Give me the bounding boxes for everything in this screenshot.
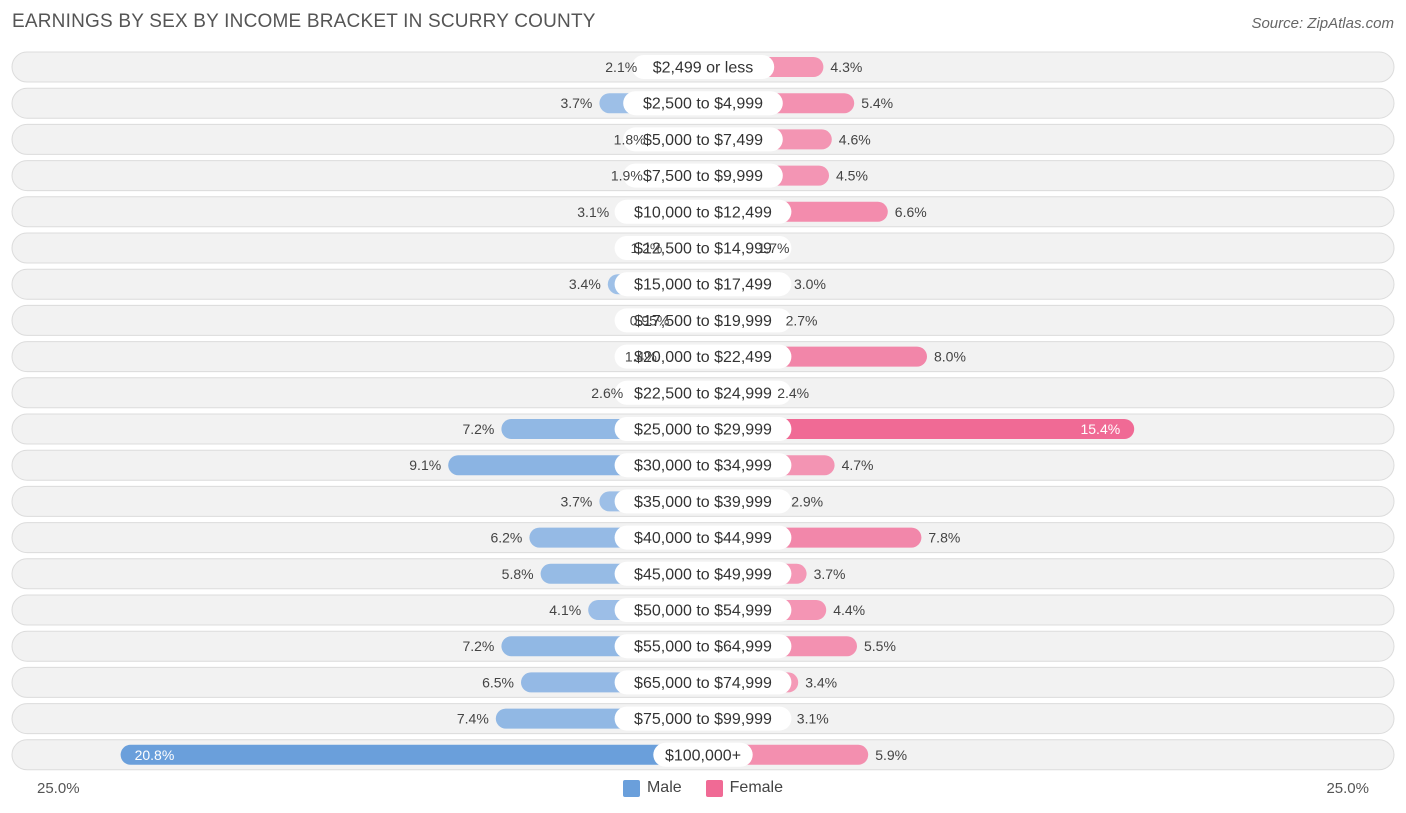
male-value-label: 2.6% — [591, 385, 623, 401]
category-pill — [614, 706, 792, 731]
category-label: $12,500 to $14,999 — [634, 241, 772, 258]
male-value-label: 3.4% — [569, 276, 601, 292]
category-pill — [614, 417, 792, 441]
legend-swatch-male — [622, 779, 640, 797]
legend-label-male: Male — [646, 779, 682, 796]
category-label: $50,000 to $54,999 — [634, 603, 772, 620]
axis-left-label: 25.0% — [37, 780, 80, 797]
male-bar — [120, 744, 714, 765]
category-pill — [614, 236, 792, 260]
category-label: $45,000 to $49,999 — [634, 566, 772, 583]
category-pill — [614, 598, 792, 622]
male-value-label: 3.7% — [560, 493, 592, 509]
legend-swatch-female — [705, 779, 723, 797]
female-value-label: 1.7% — [758, 240, 790, 256]
category-label: $75,000 to $99,999 — [634, 711, 772, 728]
category-pill — [623, 91, 783, 116]
category-pill — [623, 163, 783, 188]
legend-item-female[interactable]: Female — [705, 779, 784, 797]
category-label: $30,000 to $34,999 — [634, 458, 772, 475]
category-pill — [614, 380, 792, 405]
category-label: $22,500 to $24,999 — [634, 385, 772, 402]
category-label: $7,500 to $9,999 — [643, 168, 763, 185]
category-label: $35,000 to $39,999 — [634, 494, 772, 511]
male-value-label: 3.7% — [560, 95, 592, 111]
category-pill — [614, 453, 792, 478]
category-pill — [614, 489, 792, 514]
category-label: $20,000 to $22,499 — [634, 349, 772, 366]
female-value-label: 5.5% — [864, 638, 896, 654]
female-bar — [693, 419, 1135, 439]
male-value-label: 1.4% — [625, 349, 657, 365]
male-value-label: 7.4% — [457, 711, 489, 727]
male-value-label: 7.2% — [462, 421, 494, 437]
legend: Male Female — [0, 779, 1406, 797]
category-pill — [631, 55, 775, 79]
female-value-label: 3.0% — [794, 276, 826, 292]
category-label: $17,500 to $19,999 — [634, 313, 772, 330]
category-label: $2,500 to $4,999 — [643, 96, 763, 113]
category-pill — [614, 344, 792, 369]
female-value-label: 5.9% — [875, 747, 907, 763]
category-label: $55,000 to $64,999 — [634, 639, 772, 656]
category-pill — [614, 308, 792, 333]
category-label: $15,000 to $17,499 — [634, 277, 772, 294]
category-pill — [614, 199, 792, 224]
category-pill — [614, 561, 792, 586]
male-value-label: 6.2% — [490, 530, 522, 546]
female-value-label: 7.8% — [928, 530, 960, 546]
source-note: Source: ZipAtlas.com — [1251, 15, 1394, 32]
category-label: $25,000 to $29,999 — [634, 422, 772, 439]
male-value-label: 5.8% — [502, 566, 534, 582]
female-value-label: 4.5% — [836, 168, 868, 184]
legend-item-male[interactable]: Male — [622, 779, 682, 797]
category-pill — [623, 127, 783, 152]
male-value-label: 1.2% — [630, 240, 662, 256]
male-value-label: 6.5% — [482, 674, 514, 690]
male-value-label: 4.1% — [549, 602, 581, 618]
legend-label-female: Female — [729, 779, 784, 796]
male-value-label: 0.95% — [630, 312, 670, 328]
male-value-label: 3.1% — [577, 204, 609, 220]
female-value-label: 3.4% — [805, 674, 837, 690]
axis-right-label: 25.0% — [1326, 780, 1369, 797]
female-value-label: 6.6% — [895, 204, 927, 220]
female-value-label: 2.7% — [786, 312, 818, 328]
male-value-label: 1.9% — [611, 168, 643, 184]
female-value-label: 15.4% — [1080, 421, 1120, 437]
male-value-label: 1.8% — [614, 131, 646, 147]
male-value-label: 20.8% — [135, 747, 175, 763]
category-pill — [614, 670, 792, 695]
category-label: $2,499 or less — [653, 60, 754, 77]
female-value-label: 3.1% — [797, 711, 829, 727]
female-value-label: 5.4% — [861, 95, 893, 111]
female-value-label: 2.9% — [791, 493, 823, 509]
male-value-label: 7.2% — [462, 638, 494, 654]
category-label: $65,000 to $74,999 — [634, 675, 772, 692]
female-value-label: 4.4% — [833, 602, 865, 618]
female-value-label: 4.6% — [839, 131, 871, 147]
category-label: $40,000 to $44,999 — [634, 530, 772, 547]
female-value-label: 4.7% — [842, 457, 874, 473]
female-value-label: 8.0% — [934, 349, 966, 365]
category-pill — [614, 634, 792, 659]
category-pill — [614, 272, 792, 297]
female-value-label: 4.3% — [830, 59, 862, 75]
female-value-label: 3.7% — [814, 566, 846, 582]
category-label: $100,000+ — [665, 747, 741, 764]
chart-title: EARNINGS BY SEX BY INCOME BRACKET IN SCU… — [12, 11, 596, 32]
male-value-label: 2.1% — [605, 59, 637, 75]
category-label: $10,000 to $12,499 — [634, 204, 772, 221]
category-pill — [614, 525, 792, 550]
male-value-label: 9.1% — [409, 457, 441, 473]
category-label: $5,000 to $7,499 — [643, 132, 763, 149]
category-pill — [653, 742, 753, 767]
female-value-label: 2.4% — [777, 385, 809, 401]
